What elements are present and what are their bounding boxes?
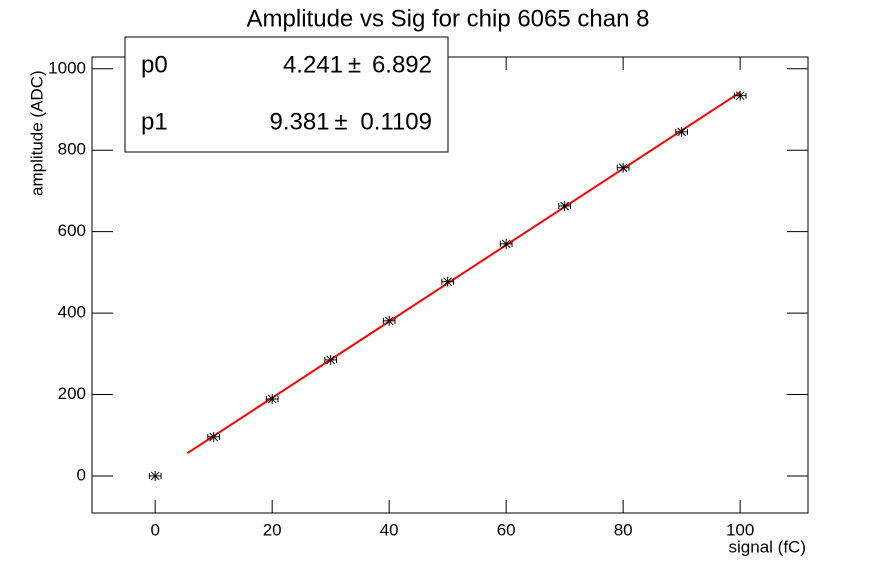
chart-title: Amplitude vs Sig for chip 6065 chan 8 (247, 5, 650, 32)
pm-symbol: ± (334, 108, 347, 135)
param-name: p1 (141, 108, 168, 135)
point (618, 162, 628, 173)
point (209, 431, 219, 442)
pm-symbol: ± (348, 51, 361, 78)
point (677, 126, 687, 137)
x-tick-label: 100 (726, 520, 754, 539)
param-error: 6.892 (372, 51, 432, 78)
y-tick-label: 800 (58, 140, 86, 159)
param-error: 0.1109 (360, 108, 432, 135)
y-tick-label: 600 (58, 221, 86, 240)
y-tick-label: 1000 (48, 58, 86, 77)
x-tick-label: 40 (380, 520, 399, 539)
plot-frame (91, 56, 809, 514)
point (267, 394, 277, 404)
y-tick-label: 200 (58, 384, 86, 403)
x-tick-label: 60 (497, 520, 516, 539)
fit-line (186, 91, 741, 455)
param-name: p0 (141, 51, 168, 78)
param-value: 9.381 (270, 108, 330, 135)
point (560, 201, 570, 212)
x-tick-label: 20 (263, 520, 282, 539)
point (501, 238, 511, 249)
param-value: 4.241 (283, 51, 343, 78)
x-tick-label: 80 (614, 520, 633, 539)
stats-box (124, 36, 449, 153)
point (735, 90, 745, 101)
point (384, 315, 394, 326)
y-axis-label: amplitude (ADC) (27, 70, 46, 196)
x-tick-label: 0 (150, 520, 159, 539)
x-axis-label: signal (fC) (729, 537, 806, 556)
y-tick-label: 0 (77, 465, 86, 484)
point (150, 470, 160, 481)
point (443, 276, 453, 287)
point (326, 354, 336, 365)
y-tick-label: 400 (58, 303, 86, 322)
